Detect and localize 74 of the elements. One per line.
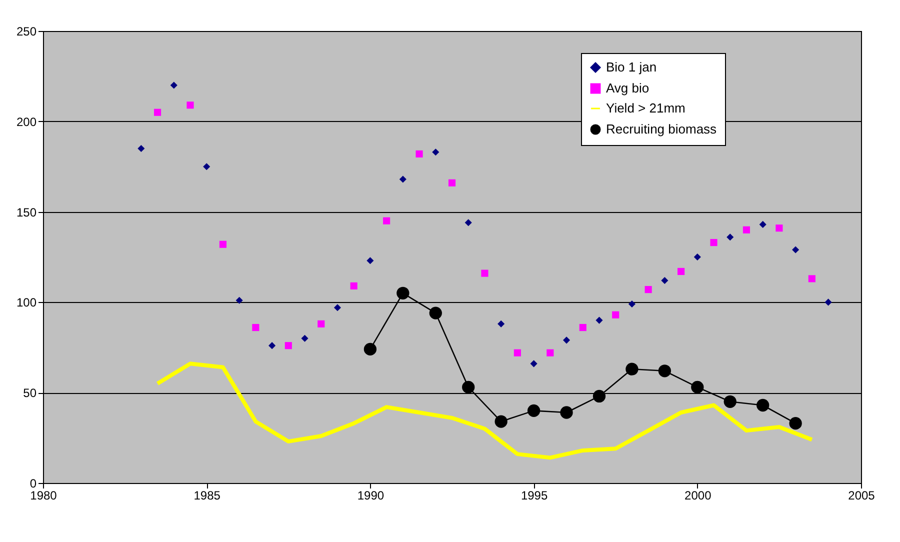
x-tick-label: 1995 <box>520 488 548 502</box>
point <box>527 404 540 417</box>
point <box>694 253 701 261</box>
y-tick-label: 150 <box>16 205 37 220</box>
point <box>416 150 423 158</box>
legend-label: Avg bio <box>606 80 650 96</box>
point <box>138 144 145 152</box>
point <box>186 102 194 109</box>
point <box>562 336 570 344</box>
point <box>170 82 178 89</box>
point <box>399 176 406 183</box>
point <box>596 316 603 324</box>
point <box>350 282 358 290</box>
point <box>334 304 342 312</box>
point <box>792 246 800 254</box>
y-tick-label: 0 <box>30 476 37 490</box>
legend-label: Recruiting biomass <box>606 122 718 136</box>
x-tick-label: 1980 <box>30 488 58 502</box>
point <box>383 217 390 224</box>
point <box>219 240 226 248</box>
point <box>154 108 162 116</box>
point <box>396 286 410 300</box>
x-tick-label: 2000 <box>684 488 712 502</box>
point <box>284 342 292 350</box>
point <box>462 380 475 394</box>
y-tick-label: 50 <box>23 386 37 400</box>
point <box>560 406 573 419</box>
point <box>678 268 685 275</box>
point <box>824 298 832 306</box>
point <box>318 320 325 328</box>
x-tick-label: 1985 <box>194 488 221 502</box>
point <box>432 148 440 156</box>
point <box>481 270 488 277</box>
point <box>579 324 586 332</box>
point <box>530 360 538 368</box>
point <box>498 320 505 328</box>
y-tick-label: 250 <box>16 24 37 38</box>
point <box>628 300 636 308</box>
point <box>710 239 718 246</box>
point <box>364 342 377 356</box>
point <box>644 286 652 294</box>
point <box>691 380 704 394</box>
point <box>236 296 243 304</box>
point <box>546 349 554 356</box>
point <box>301 334 308 342</box>
point <box>742 226 750 234</box>
point <box>724 395 736 408</box>
point <box>514 349 521 356</box>
point <box>789 417 802 430</box>
x-tick-label: 2005 <box>848 488 876 502</box>
point <box>464 219 472 226</box>
point <box>726 234 734 241</box>
point <box>366 257 374 264</box>
point <box>203 163 210 170</box>
point <box>626 362 638 376</box>
y-tick-label: 100 <box>16 296 37 310</box>
point <box>252 324 260 332</box>
point <box>494 415 508 428</box>
y-tick-label: 200 <box>16 114 37 129</box>
point <box>268 342 276 350</box>
point <box>661 276 668 284</box>
point <box>448 179 456 186</box>
point <box>658 364 672 378</box>
line-series <box>156 362 814 460</box>
point <box>808 275 816 282</box>
point <box>756 398 770 412</box>
point <box>759 220 766 228</box>
point <box>612 311 620 318</box>
legend-label: Bio 1 jan <box>606 60 657 74</box>
legend-label: Yield > 21mm <box>606 100 686 116</box>
point <box>592 390 606 403</box>
point <box>429 306 442 320</box>
point <box>776 224 783 232</box>
x-tick-label: 1990 <box>357 488 384 502</box>
